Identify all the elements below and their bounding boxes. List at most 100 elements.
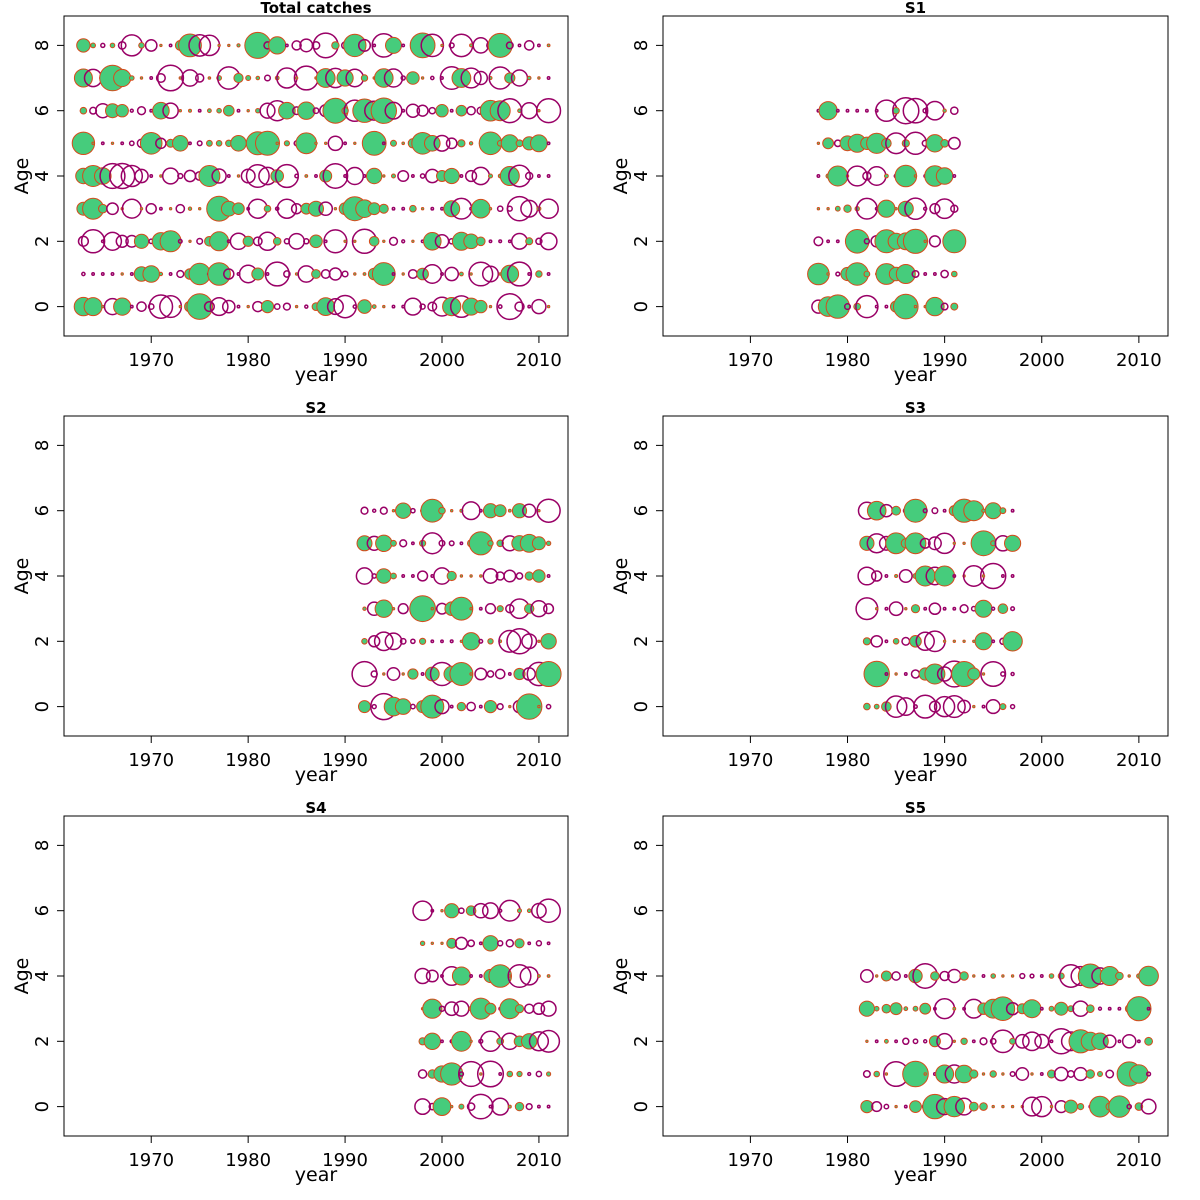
residual-bubble-negative — [120, 141, 125, 146]
residual-bubble-negative — [523, 40, 535, 51]
residual-bubble-positive — [294, 76, 299, 80]
residual-bubble-positive — [422, 998, 443, 1019]
residual-bubble-positive — [884, 1072, 889, 1076]
x-tick-label: 2010 — [1116, 350, 1162, 371]
residual-bubble-negative — [874, 304, 879, 309]
residual-bubble-negative — [168, 272, 173, 276]
residual-bubble-negative — [491, 1097, 510, 1116]
residual-bubble-negative — [371, 703, 377, 710]
residual-bubble-positive — [880, 970, 892, 982]
residual-bubble-positive — [324, 141, 328, 146]
residual-bubble-negative — [430, 574, 435, 578]
residual-bubble-positive — [443, 167, 460, 185]
x-tick-label: 1980 — [225, 750, 271, 771]
residual-bubble-negative — [870, 570, 883, 582]
residual-bubble-positive — [209, 231, 230, 252]
x-tick-label: 1990 — [322, 750, 368, 771]
residual-bubble-positive — [889, 1002, 903, 1016]
residual-bubble-positive — [366, 167, 383, 185]
residual-bubble-positive — [504, 72, 516, 84]
residual-bubble-negative — [370, 670, 378, 678]
residual-bubble-negative — [444, 1001, 460, 1017]
x-tick-label: 2000 — [419, 350, 465, 371]
residual-bubble-positive — [1001, 974, 1005, 978]
residual-bubble-negative — [106, 202, 119, 216]
residual-bubble-negative — [496, 940, 504, 947]
residual-bubble-negative — [320, 269, 331, 279]
residual-bubble-positive — [892, 107, 900, 115]
y-tick-label: 4 — [631, 170, 652, 181]
residual-bubble-negative — [892, 96, 920, 125]
x-axis-label: year — [295, 764, 338, 786]
residual-bubble-negative — [846, 165, 868, 187]
residual-bubble-negative — [226, 174, 231, 178]
residual-bubble-negative — [884, 574, 889, 578]
residual-bubble-positive — [488, 207, 493, 211]
residual-bubble-negative — [314, 174, 318, 178]
residual-bubble-positive — [873, 1005, 880, 1012]
residual-bubble-negative — [521, 633, 538, 650]
residual-bubble-positive — [1030, 1072, 1034, 1076]
residual-bubble-positive — [407, 668, 419, 680]
residual-bubble-negative — [903, 1104, 908, 1109]
residual-bubble-negative — [478, 704, 483, 709]
residual-bubble-positive — [866, 500, 887, 521]
residual-bubble-positive — [963, 500, 985, 522]
residual-bubble-negative — [445, 137, 458, 150]
residual-bubble-positive — [894, 574, 899, 578]
residual-bubble-negative — [459, 174, 464, 178]
residual-bubble-positive — [940, 139, 949, 148]
residual-bubble-positive — [910, 604, 921, 614]
residual-bubble-positive — [382, 672, 386, 676]
residual-bubble-negative — [981, 974, 986, 978]
x-tick-label: 2000 — [1019, 350, 1065, 371]
residual-bubble-positive — [390, 539, 397, 547]
residual-bubble-negative — [939, 970, 950, 982]
y-tick-label: 4 — [631, 570, 652, 581]
residual-bubble-negative — [494, 668, 506, 680]
residual-bubble-positive — [378, 203, 389, 214]
residual-bubble-positive — [1002, 631, 1023, 652]
panel-title: S1 — [905, 0, 926, 17]
x-tick-label: 1970 — [128, 350, 174, 371]
y-tick-label: 4 — [32, 170, 53, 181]
residual-bubble-negative — [979, 1037, 988, 1046]
residual-bubble-negative — [1015, 1067, 1030, 1081]
residual-bubble-positive — [469, 43, 474, 48]
residual-bubble-negative — [371, 508, 377, 513]
residual-bubble-negative — [303, 238, 310, 245]
residual-bubble-negative — [543, 603, 555, 615]
residual-bubble-positive — [251, 267, 265, 281]
residual-bubble-negative — [478, 638, 484, 644]
residual-bubble-positive — [482, 935, 499, 952]
residual-bubble-negative — [467, 939, 476, 948]
residual-bubble-positive — [333, 207, 338, 211]
residual-bubble-positive — [816, 141, 821, 146]
residual-bubble-positive — [531, 536, 546, 551]
residual-bubble-positive — [968, 1101, 979, 1112]
residual-bubble-negative — [188, 141, 192, 146]
residual-bubble-negative — [919, 537, 931, 549]
residual-bubble-negative — [328, 267, 343, 281]
residual-bubble-positive — [469, 272, 473, 276]
residual-bubble-positive — [101, 304, 105, 309]
residual-bubble-negative — [1009, 1070, 1016, 1078]
residual-bubble-negative — [196, 140, 203, 147]
residual-bubble-negative — [397, 169, 410, 183]
residual-bubble-positive — [516, 693, 543, 720]
residual-bubble-negative — [236, 304, 241, 309]
residual-bubble-negative — [506, 628, 533, 655]
x-tick-label: 2000 — [419, 1150, 465, 1171]
residual-bubble-positive — [455, 104, 468, 117]
residual-bubble-negative — [326, 298, 344, 316]
residual-bubble-positive — [1077, 1103, 1085, 1111]
residual-bubble-negative — [414, 1098, 432, 1116]
residual-bubble-positive — [904, 607, 908, 611]
residual-bubble-negative — [497, 304, 503, 310]
residual-bubble-positive — [479, 574, 483, 578]
residual-bubble-positive — [952, 541, 956, 545]
y-tick-label: 8 — [32, 40, 53, 51]
residual-bubble-positive — [367, 202, 381, 216]
residual-bubble-negative — [883, 1103, 890, 1110]
residual-bubble-negative — [177, 172, 184, 180]
